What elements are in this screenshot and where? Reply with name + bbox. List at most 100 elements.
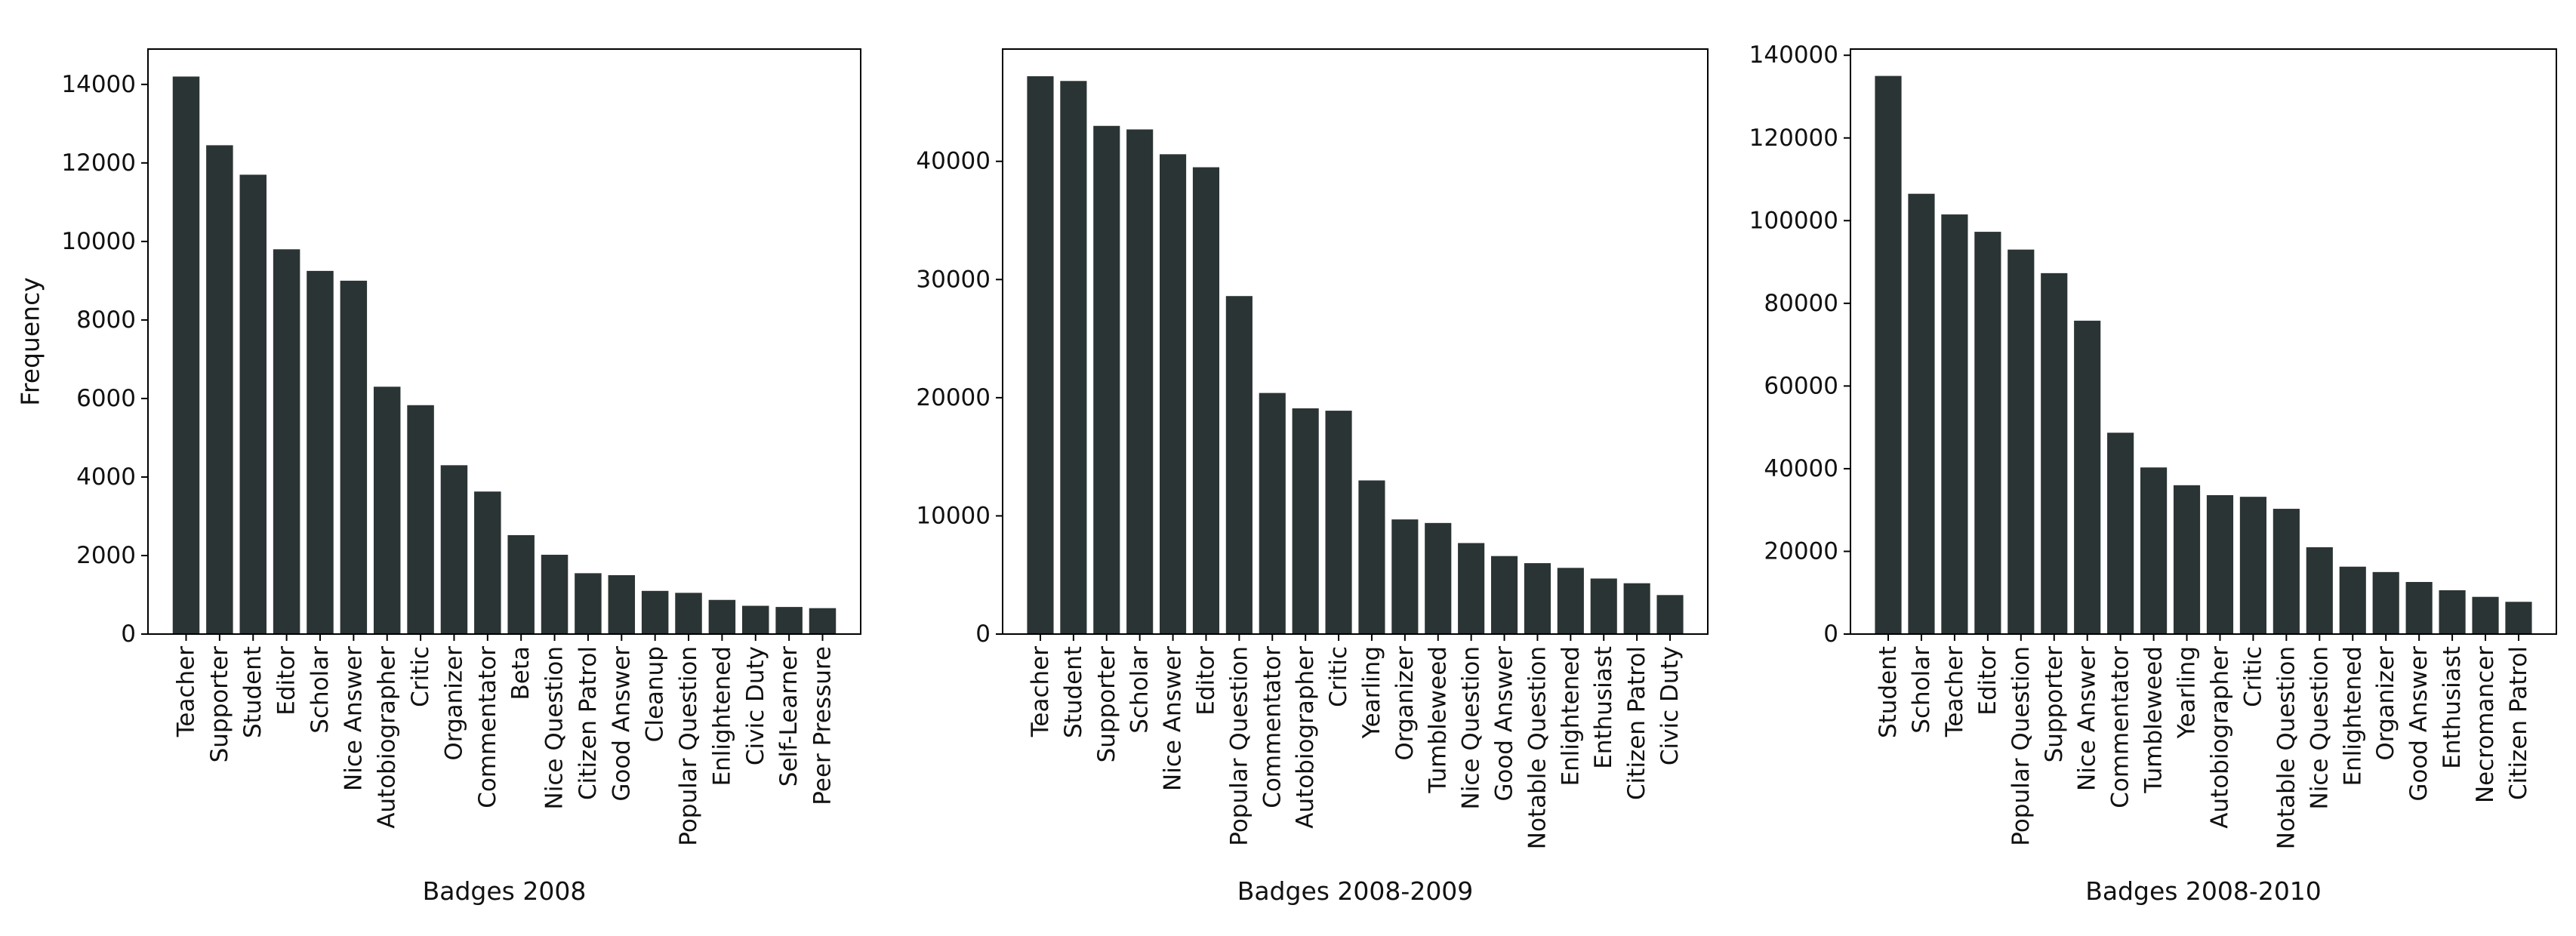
x-tick-label: Student	[1060, 646, 1087, 738]
bar-critic	[1325, 411, 1352, 634]
x-tick-label: Yearling	[2174, 646, 2201, 739]
y-tick-label: 120000	[1749, 125, 1838, 152]
x-tick-label: Citizen Patrol	[1623, 646, 1650, 800]
y-tick-label: 0	[975, 620, 991, 648]
bar-citizen-patrol	[1623, 583, 1650, 634]
x-tick-label: Autobiographer	[1292, 646, 1319, 829]
bar-yearling	[1358, 480, 1385, 634]
x-tick-label: Civic Duty	[742, 646, 769, 765]
bar-necromancer	[2472, 596, 2499, 634]
bar-scholar	[1126, 129, 1154, 634]
bar-autobiographer	[2206, 494, 2234, 634]
x-tick-label: Peer Pressure	[809, 646, 837, 805]
chart-panel-1: Teacher Supporter Student Editor Scholar Nice…	[16, 48, 861, 906]
bar-scholar	[307, 270, 334, 634]
bar-organizer	[440, 465, 468, 634]
x-tick-label: Enthusiast	[1590, 646, 1617, 769]
bar-civic-duty	[742, 605, 769, 634]
x-tick-label: Nice Question	[2306, 646, 2333, 809]
y-tick-label: 12000	[61, 149, 136, 177]
x-tick-label: Good Answer	[608, 646, 635, 802]
x-tick-label: Scholar	[1126, 646, 1154, 734]
x-tick-label: Civic Duty	[1656, 646, 1684, 765]
y-tick-label: 40000	[916, 148, 991, 175]
bar-enthusiast	[2439, 590, 2466, 634]
x-tick-label: Organizer	[440, 646, 467, 761]
y-tick-label: 2000	[76, 542, 136, 569]
x-tick-label: Cleanup	[642, 646, 669, 742]
x-tick-label: Teacher	[173, 646, 200, 738]
bar-commentator	[474, 491, 501, 634]
bar-citizen-patrol	[575, 573, 602, 634]
plot-frame	[147, 48, 861, 635]
x-axis-label: Badges 2008-2009	[1237, 876, 1474, 906]
bar-organizer	[2372, 571, 2399, 634]
plot-frame	[1850, 48, 2557, 635]
x-tick-label: Enlightened	[2339, 646, 2366, 786]
bar-good-answer	[2405, 581, 2433, 634]
bar-civic-duty	[1656, 595, 1684, 634]
y-tick-label: 140000	[1749, 42, 1838, 69]
y-tick-label: 100000	[1749, 207, 1838, 234]
y-tick-label: 10000	[916, 502, 991, 529]
bar-editor	[1192, 167, 1220, 634]
bar-teacher	[1027, 76, 1054, 634]
x-tick-label: Nice Answer	[1160, 646, 1187, 791]
y-tick-label: 0	[121, 620, 136, 648]
x-tick-label: Popular Question	[1225, 646, 1253, 846]
bar-nice-answer	[2074, 320, 2101, 634]
x-tick-label: Good Answer	[2405, 646, 2433, 802]
bar-notable-question	[1524, 563, 1551, 634]
bar-nice-question	[2306, 547, 2333, 634]
bar-good-answer	[608, 574, 636, 634]
x-tick-label: Beta	[507, 646, 535, 700]
bar-supporter	[206, 145, 233, 634]
chart-panel-2: Teacher Student Supporter Scholar Nice Answe…	[916, 48, 1709, 906]
y-tick-label: 20000	[1764, 537, 1838, 565]
bar-critic	[407, 405, 434, 634]
bar-citizen-patrol	[2505, 602, 2532, 634]
x-tick-label: Necromancer	[2472, 646, 2499, 803]
plot-frame	[1002, 48, 1709, 635]
x-tick-label: Teacher	[1027, 646, 1054, 738]
y-tick-label: 10000	[61, 228, 136, 255]
y-tick-label: 40000	[1764, 455, 1838, 482]
x-tick-label: Tumbleweed	[2140, 646, 2168, 794]
x-tick-label: Nice Answer	[2074, 646, 2101, 791]
bar-tumbleweed	[2140, 467, 2168, 634]
y-tick-label: 0	[1823, 620, 1838, 648]
x-tick-label: Scholar	[307, 646, 334, 734]
x-tick-label: Yearling	[1358, 646, 1385, 739]
bar-self-learner	[775, 607, 803, 634]
bar-nice-question	[1458, 543, 1485, 634]
bar-student	[1875, 75, 1902, 635]
x-tick-label: Good Answer	[1491, 646, 1518, 802]
bar-student	[239, 174, 267, 634]
y-tick-label: 60000	[1764, 372, 1838, 399]
bar-enlightened	[708, 599, 736, 634]
x-axis-label: Badges 2008	[423, 876, 587, 906]
bar-commentator	[2107, 433, 2134, 634]
x-tick-label: Editor	[1974, 646, 2001, 716]
bar-autobiographer	[1292, 408, 1319, 634]
x-tick-label: Organizer	[2372, 646, 2399, 761]
y-tick-label: 80000	[1764, 290, 1838, 317]
bar-commentator	[1259, 393, 1286, 634]
x-tick-label: Supporter	[1093, 646, 1120, 763]
x-tick-label: Editor	[1192, 646, 1219, 716]
x-tick-label: Popular Question	[675, 646, 702, 846]
x-tick-label: Tumbleweed	[1425, 646, 1452, 794]
x-tick-label: Notable Question	[1524, 646, 1551, 849]
bar-popular-question	[2007, 249, 2035, 634]
x-tick-label: Citizen Patrol	[575, 646, 602, 800]
x-tick-label: Supporter	[206, 646, 233, 763]
bar-enthusiast	[1590, 578, 1617, 634]
x-tick-label: Commentator	[1259, 646, 1286, 808]
x-tick-label: Popular Question	[2007, 646, 2035, 846]
x-tick-label: Supporter	[2041, 646, 2068, 763]
bar-notable-question	[2272, 509, 2300, 634]
bar-tumbleweed	[1425, 522, 1452, 634]
x-tick-label: Enthusiast	[2439, 646, 2466, 769]
y-axis-label: Frequency	[16, 277, 45, 405]
